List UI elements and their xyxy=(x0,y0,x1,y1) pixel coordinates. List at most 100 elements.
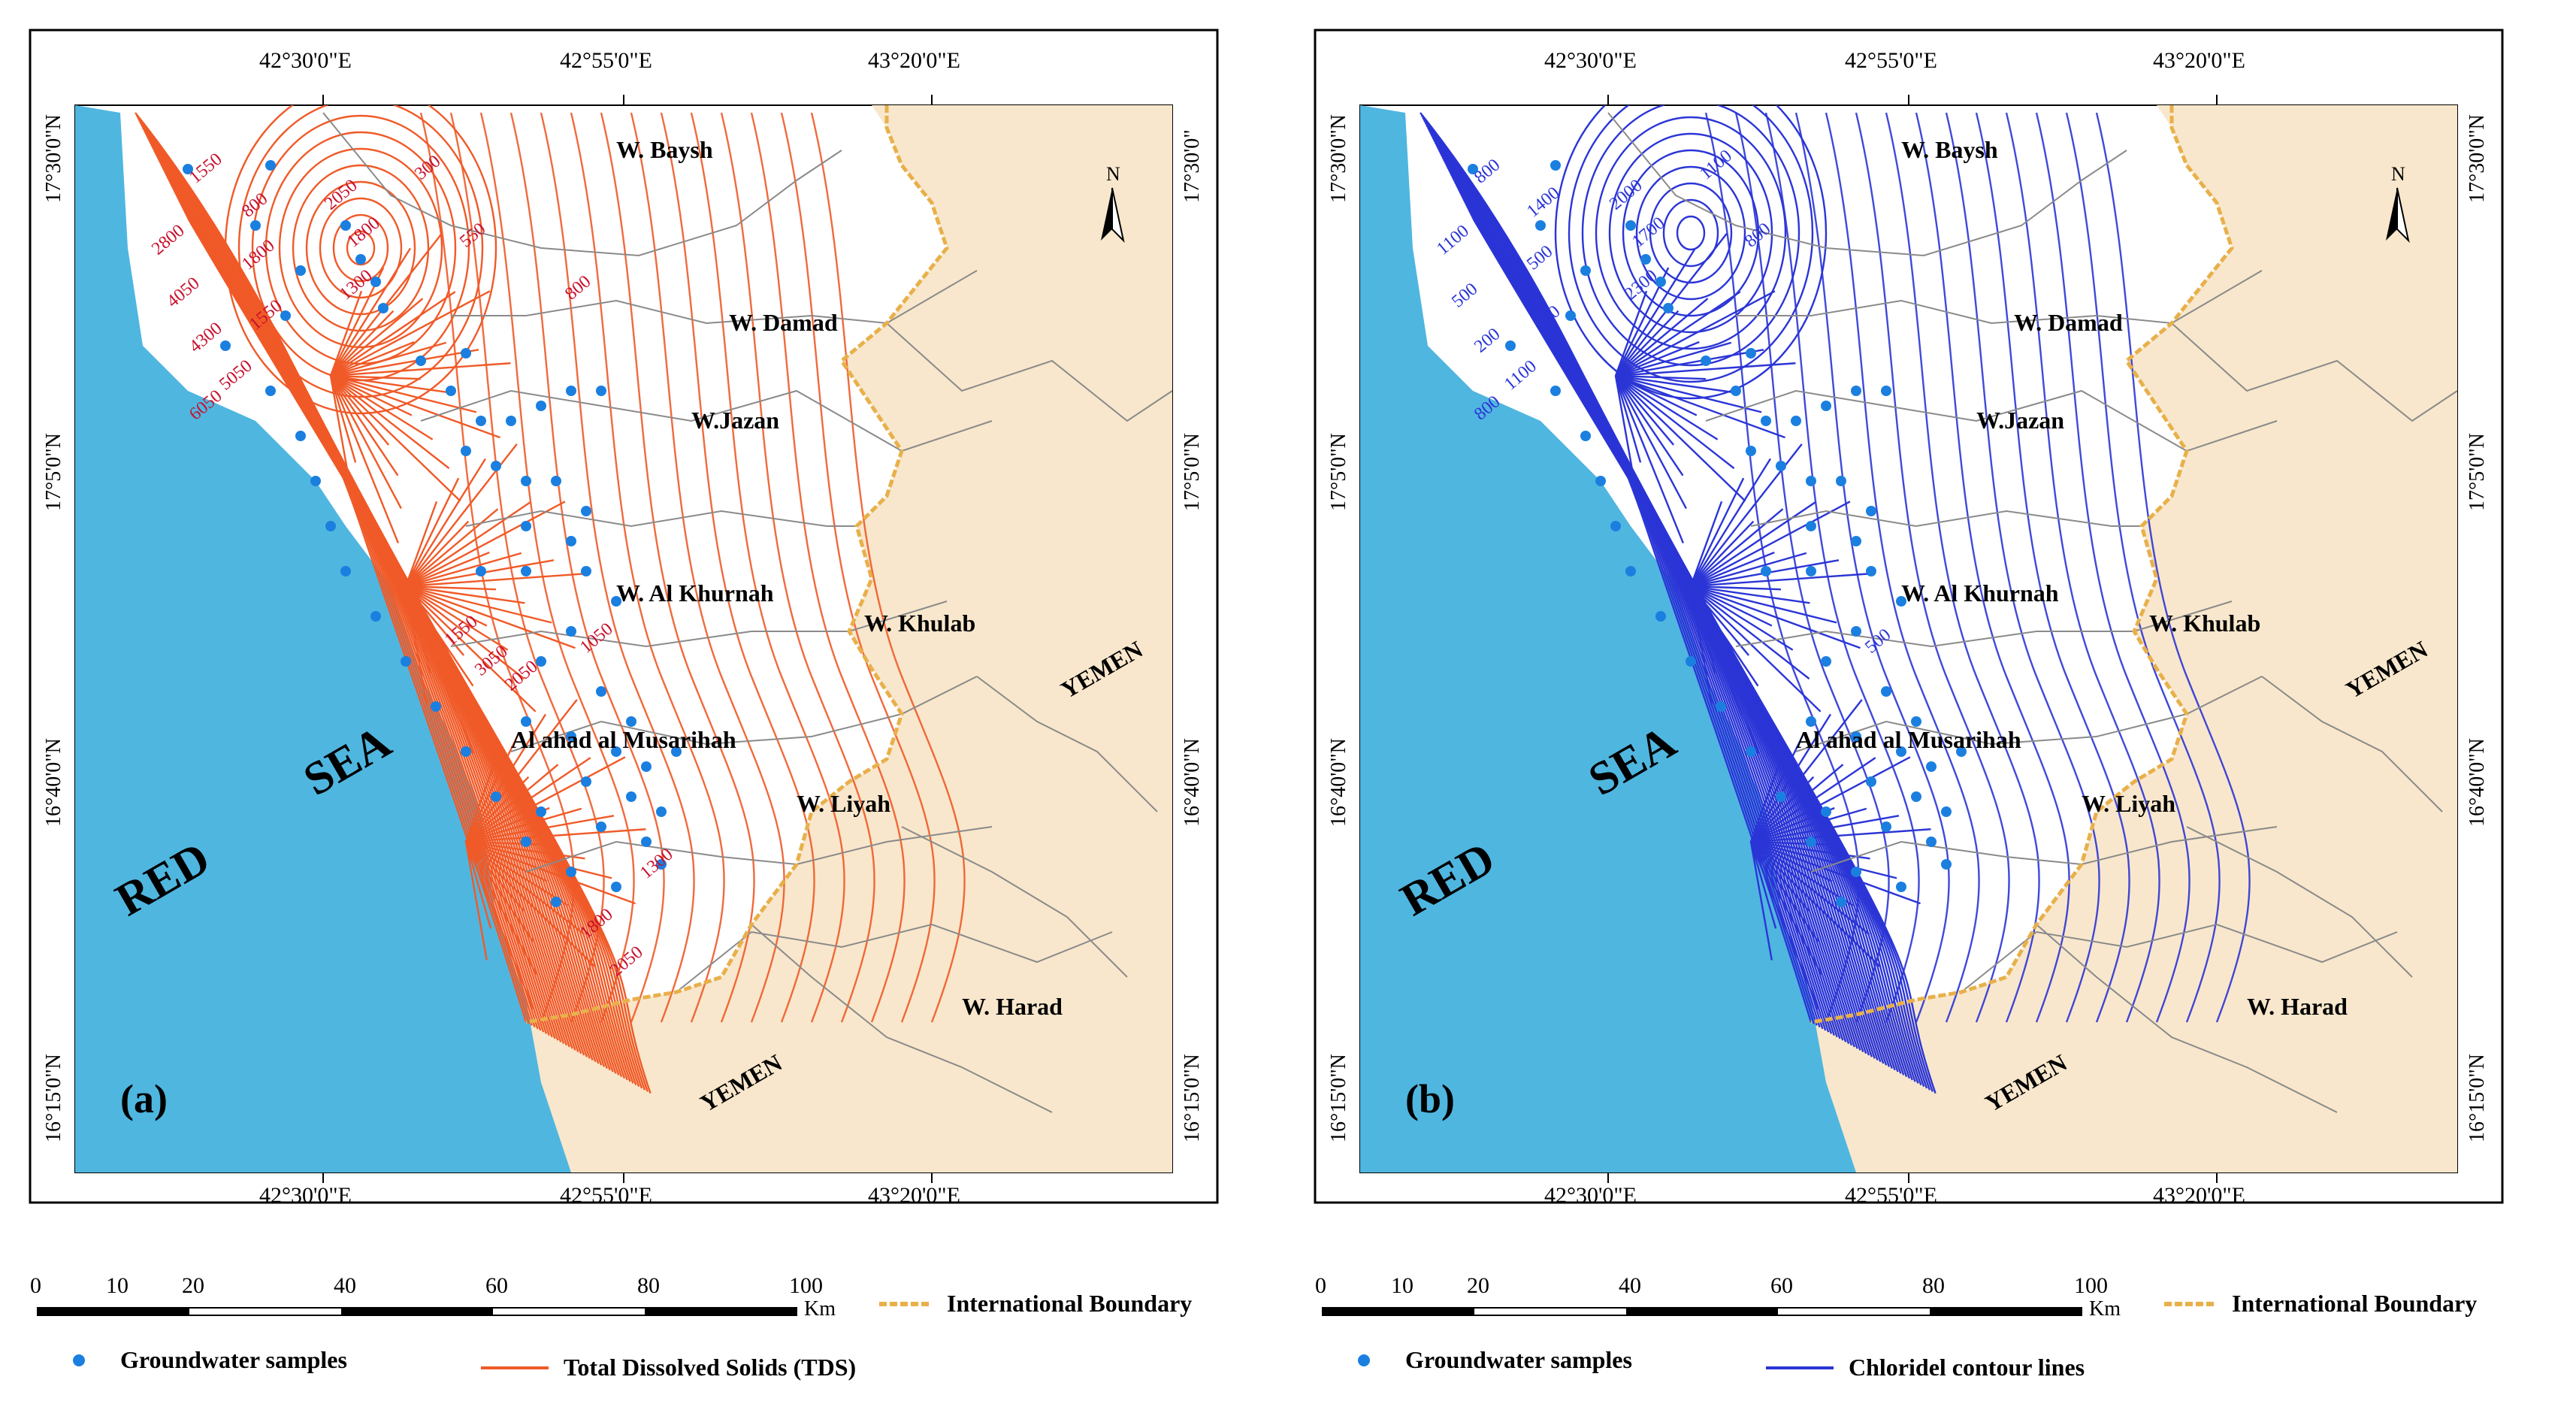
groundwater-sample-point xyxy=(1468,164,1478,174)
groundwater-sample-point xyxy=(295,265,306,276)
groundwater-sample-point xyxy=(1610,521,1621,531)
groundwater-sample-point xyxy=(491,791,501,802)
groundwater-sample-point xyxy=(1806,716,1816,727)
lon-tick-top: 42°55'0"E xyxy=(1845,48,1937,73)
lon-tick-bottom: 43°20'0"E xyxy=(2153,1183,2245,1208)
lat-tick-right: 16°15'0"N xyxy=(2466,1054,2489,1142)
groundwater-sample-point xyxy=(1821,806,1831,817)
groundwater-sample-point xyxy=(1806,566,1816,576)
wadi-label: W. Harad xyxy=(962,993,1063,1020)
groundwater-sample-point xyxy=(431,701,441,712)
lon-tick-bottom: 43°20'0"E xyxy=(868,1183,960,1208)
groundwater-sample-point xyxy=(378,303,389,313)
groundwater-sample-point xyxy=(476,566,486,576)
legend: International Boundary Groundwater sample… xyxy=(1358,1290,2477,1381)
wadi-label: W. Liyah xyxy=(797,790,890,817)
groundwater-sample-point xyxy=(1926,837,1937,847)
groundwater-sample-point xyxy=(566,731,576,742)
groundwater-sample-point xyxy=(566,867,576,877)
wadi-label: W. Baysh xyxy=(616,136,713,163)
wadi-label: W. Khulab xyxy=(864,610,975,637)
lat-tick-right: 17°30'0" xyxy=(1181,129,1204,203)
groundwater-sample-point xyxy=(1580,431,1591,441)
lat-tick-right: 16°40'0"N xyxy=(1181,738,1204,827)
wadi-label: W. Al Khurnah xyxy=(616,579,774,607)
groundwater-sample-point xyxy=(1640,254,1651,265)
panel-label: (a) xyxy=(120,1076,168,1121)
red-sea-region xyxy=(75,105,571,1172)
groundwater-sample-point xyxy=(1941,806,1952,817)
groundwater-sample-point xyxy=(536,656,546,667)
scale-tick: 20 xyxy=(182,1273,204,1298)
groundwater-samples xyxy=(183,160,682,907)
groundwater-sample-point xyxy=(641,761,652,772)
groundwater-sample-point xyxy=(521,837,531,847)
scale-tick: 10 xyxy=(106,1273,128,1298)
yemen-region xyxy=(526,105,1172,1172)
groundwater-sample-point xyxy=(626,716,636,727)
groundwater-sample-point xyxy=(1776,461,1786,471)
groundwater-sample-point xyxy=(521,716,531,727)
groundwater-sample-point xyxy=(1881,821,1891,832)
groundwater-samples xyxy=(1468,160,1967,907)
groundwater-sample-point xyxy=(566,386,576,396)
scale-tick: 100 xyxy=(2074,1273,2108,1298)
scale-tick: 0 xyxy=(1315,1273,1326,1298)
groundwater-sample-point xyxy=(1896,596,1906,607)
wadi-label: W.Jazan xyxy=(1976,407,2064,434)
lat-tick-right: 17°5'0"N xyxy=(1181,433,1204,511)
groundwater-sample-point xyxy=(1716,701,1726,712)
groundwater-sample-point xyxy=(1851,386,1861,396)
scale-unit: Km xyxy=(2089,1297,2121,1321)
yemen-region xyxy=(1811,105,2457,1172)
scale-tick: 80 xyxy=(1922,1273,1945,1298)
groundwater-sample-point xyxy=(1881,686,1891,697)
lat-tick-left: 16°40'0"N xyxy=(42,738,65,827)
groundwater-sample-point xyxy=(340,566,351,576)
groundwater-sample-point xyxy=(536,806,546,817)
groundwater-sample-point xyxy=(1663,303,1673,313)
lat-tick-right: 17°5'0"N xyxy=(2466,433,2489,511)
groundwater-sample-point xyxy=(416,356,426,366)
lon-tick-bottom: 42°55'0"E xyxy=(560,1183,652,1208)
groundwater-sample-point xyxy=(461,348,471,359)
lat-tick-left: 16°15'0"N xyxy=(1327,1054,1350,1142)
scale-tick: 100 xyxy=(789,1273,823,1298)
lat-tick-right: 17°30'0"N xyxy=(2466,114,2489,203)
groundwater-sample-point xyxy=(1821,656,1831,667)
groundwater-sample-point xyxy=(1791,416,1801,426)
groundwater-sample-point xyxy=(1565,310,1576,321)
groundwater-sample-point xyxy=(1881,386,1891,396)
legend-contours: Chloridel contour lines xyxy=(1849,1354,2085,1381)
groundwater-sample-point xyxy=(521,566,531,576)
groundwater-sample-point xyxy=(1866,776,1876,787)
groundwater-sample-point xyxy=(1746,348,1756,359)
groundwater-sample-point xyxy=(1821,401,1831,411)
lon-tick-top: 43°20'0"E xyxy=(2153,48,2245,73)
groundwater-sample-point xyxy=(1625,566,1636,576)
groundwater-sample-point xyxy=(401,656,411,667)
groundwater-sample-point xyxy=(626,791,636,802)
legend-contours: Total Dissolved Solids (TDS) xyxy=(564,1354,856,1381)
groundwater-sample-point xyxy=(1625,220,1636,231)
groundwater-sample-point xyxy=(611,882,621,892)
groundwater-sample-point xyxy=(1655,611,1666,622)
groundwater-sample-point xyxy=(1550,160,1561,171)
groundwater-sample-point xyxy=(1836,476,1846,486)
groundwater-sample-point xyxy=(220,340,231,351)
north-arrow-icon: N xyxy=(2386,163,2410,244)
groundwater-sample-point xyxy=(521,476,531,486)
panel-b: 800 1400 2000 1700 2300 1100 800 500 1100 900 500 2… xyxy=(1285,0,2562,1406)
groundwater-sample-point xyxy=(1851,867,1861,877)
wadi-label: Al ahad al Musarihah xyxy=(511,726,736,753)
contour-lines xyxy=(1420,105,2251,1094)
groundwater-sample-point xyxy=(536,401,546,411)
groundwater-sample-point xyxy=(1776,791,1786,802)
groundwater-sample-point xyxy=(370,277,381,287)
lat-tick-left: 17°5'0"N xyxy=(1327,433,1350,511)
groundwater-sample-point xyxy=(1896,882,1906,892)
groundwater-sample-point xyxy=(1595,476,1606,486)
wadi-label: W.Jazan xyxy=(691,407,779,434)
legend-samples: Groundwater samples xyxy=(1405,1346,1632,1373)
